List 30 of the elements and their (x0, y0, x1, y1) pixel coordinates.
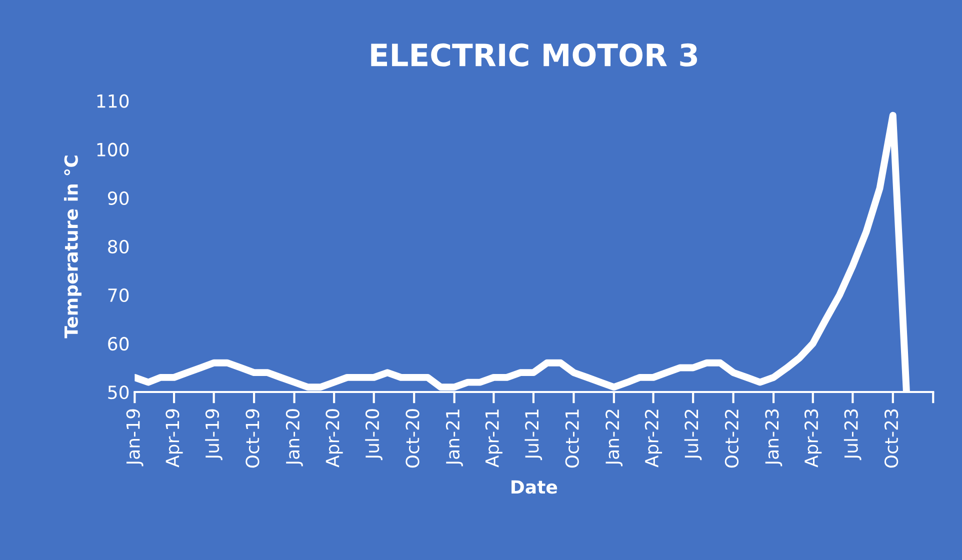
y-tick-label: 60 (108, 336, 129, 351)
y-tick-label: 80 (108, 240, 129, 254)
x-tick-label: Jan-21 (446, 410, 463, 466)
x-tick-label: Jan-19 (126, 409, 144, 466)
x-tick-label: Apr-19 (166, 409, 183, 468)
x-tick-label: Jul-19 (205, 409, 222, 460)
y-tick-label: 50 (108, 385, 129, 400)
x-tick-label: Jul-21 (524, 410, 542, 460)
y-tick-label: 70 (108, 288, 129, 302)
x-tick-label: Apr-20 (326, 409, 343, 468)
x-tick-label: Apr-23 (804, 409, 822, 468)
y-axis-title: Temperature in °C (64, 156, 82, 338)
x-tick-label: Jul-23 (844, 409, 862, 460)
x-tick-label: Jul-20 (365, 409, 382, 460)
x-tick-label: Jan-20 (286, 409, 303, 466)
y-tick-label: 110 (97, 94, 129, 108)
y-tick-label: 90 (108, 191, 129, 205)
x-tick-label: Jul-22 (684, 410, 702, 460)
y-tick-label: 100 (97, 142, 129, 156)
x-tick-label: Jan-22 (606, 410, 623, 466)
x-tick-label: Apr-21 (485, 410, 502, 468)
x-tick-label: Apr-22 (644, 410, 662, 468)
x-tick-label: Jan-23 (765, 409, 782, 466)
x-tick-label: Oct-21 (565, 410, 579, 468)
x-tick-label: Oct-20 (406, 409, 420, 468)
x-tick-label: Oct-22 (724, 410, 739, 468)
x-axis-title: Date (512, 480, 558, 494)
chart-title: ELECTRIC MOTOR 3 (371, 43, 698, 67)
x-tick-label: Oct-19 (246, 409, 260, 468)
x-tick-label: Oct-23 (884, 409, 898, 468)
